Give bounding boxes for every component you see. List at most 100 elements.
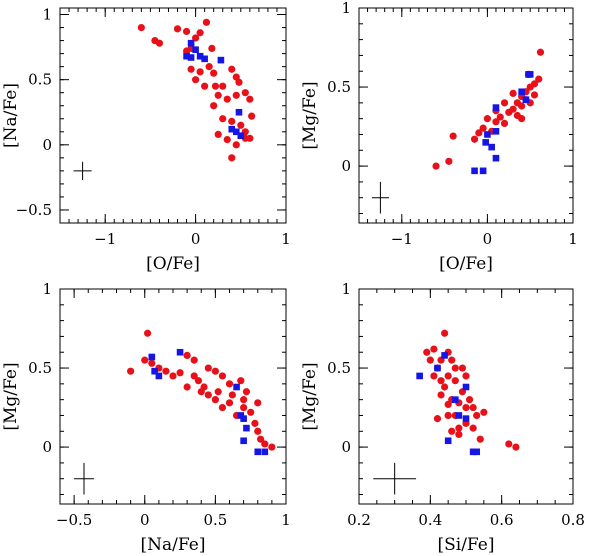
data-point-circle	[143, 329, 152, 337]
y-tick-label: 0	[341, 438, 351, 456]
data-point-circle	[268, 443, 276, 451]
data-point-circle	[261, 440, 269, 448]
data-point-circle	[237, 377, 245, 385]
data-point-circle	[194, 377, 203, 385]
x-tick-label: 0	[191, 230, 201, 248]
data-point-circle	[223, 95, 231, 103]
data-point-square	[452, 396, 459, 403]
plot-frame	[59, 288, 287, 505]
data-point-square	[228, 125, 236, 133]
data-point-circle	[208, 44, 216, 52]
y-axis-label: [Mg/Fe]	[1, 362, 21, 430]
data-point-circle	[518, 102, 526, 110]
y-axis-label: [Na/Fe]	[1, 83, 21, 148]
data-point-square	[187, 39, 195, 47]
data-point-circle	[423, 348, 431, 356]
data-point-circle	[430, 345, 438, 353]
y-tick-label: 1	[42, 6, 52, 24]
data-point-circle	[509, 89, 517, 97]
data-point-square	[492, 128, 500, 135]
panel-mg-vs-o: −1 0 1 0 0.5 1 [O/Fe] [Mg/Fe]	[300, 0, 578, 274]
data-point-circle	[232, 141, 240, 149]
data-point-circle	[183, 383, 191, 391]
data-point-circle	[182, 47, 191, 55]
data-point-circle	[211, 396, 219, 404]
y-axis-label: [Mg/Fe]	[300, 81, 320, 149]
data-point-circle	[251, 419, 259, 427]
data-point-circle	[148, 359, 156, 367]
data-point-circle	[241, 89, 249, 97]
data-point-circle	[183, 351, 191, 359]
data-point-circle	[536, 48, 545, 56]
data-point-circle	[225, 399, 234, 407]
data-point-circle	[437, 377, 445, 385]
data-point-circle	[204, 364, 212, 372]
data-point-circle	[500, 119, 509, 128]
data-point-circle	[470, 135, 479, 143]
data-point-circle	[214, 130, 222, 138]
data-point-circle	[232, 91, 240, 99]
data-point-circle	[228, 117, 236, 125]
data-point-square	[148, 353, 156, 361]
data-point-circle	[433, 415, 442, 423]
data-point-square	[201, 55, 208, 63]
plot-frame	[358, 7, 574, 224]
data-point-circle	[173, 25, 182, 33]
data-point-circle	[218, 372, 227, 380]
data-point-circle	[518, 115, 526, 123]
x-tick-label: −1	[94, 230, 116, 248]
data-point-circle	[247, 408, 255, 416]
data-point-circle	[218, 403, 227, 412]
x-tick-label: 0	[140, 511, 150, 529]
data-point-square	[434, 364, 441, 372]
data-point-circle	[196, 29, 204, 37]
data-point-square	[488, 143, 495, 151]
data-point-circle	[448, 356, 456, 364]
data-point-square	[176, 348, 184, 356]
data-point-circle	[242, 388, 251, 396]
data-point-square	[479, 167, 487, 175]
y-tick-label: 1	[341, 0, 351, 17]
data-point-circle	[240, 396, 248, 404]
data-point-square	[155, 372, 163, 380]
data-point-circle	[469, 424, 477, 432]
y-tick-label: 1	[42, 280, 52, 298]
data-point-circle	[214, 388, 222, 396]
data-point-circle	[190, 356, 198, 364]
x-tick-label: 0.4	[418, 511, 442, 529]
data-point-circle	[426, 356, 434, 364]
x-axis-label: [O/Fe]	[439, 254, 493, 274]
data-point-circle	[458, 364, 467, 372]
data-point-square	[183, 52, 190, 60]
data-point-circle	[162, 367, 170, 375]
data-point-circle	[228, 65, 236, 73]
data-point-circle	[469, 403, 477, 412]
data-point-circle	[535, 75, 543, 83]
data-point-circle	[137, 23, 145, 32]
data-point-square	[235, 108, 243, 116]
data-point-circle	[441, 329, 449, 337]
data-point-circle	[214, 91, 222, 99]
data-point-circle	[444, 411, 452, 420]
data-point-circle	[248, 112, 256, 120]
data-point-circle	[530, 91, 539, 99]
data-point-circle	[182, 27, 191, 36]
x-tick-label: −0.5	[56, 511, 92, 529]
y-tick-label: 0.5	[327, 78, 351, 96]
data-point-circle	[210, 102, 218, 110]
data-point-square	[444, 437, 452, 445]
data-point-square	[492, 154, 500, 162]
y-tick-label: 1	[341, 280, 351, 298]
data-point-circle	[465, 396, 474, 404]
data-point-square	[518, 88, 525, 96]
data-point-square	[482, 139, 489, 146]
data-point-square	[469, 448, 477, 456]
data-point-square	[462, 383, 470, 391]
data-point-square	[254, 448, 262, 456]
data-point-square	[240, 437, 247, 445]
x-tick-label: 1	[568, 230, 578, 248]
data-point-square	[151, 367, 158, 375]
data-point-circle	[462, 372, 470, 380]
data-point-circle	[196, 68, 204, 76]
data-point-circle	[155, 39, 164, 47]
